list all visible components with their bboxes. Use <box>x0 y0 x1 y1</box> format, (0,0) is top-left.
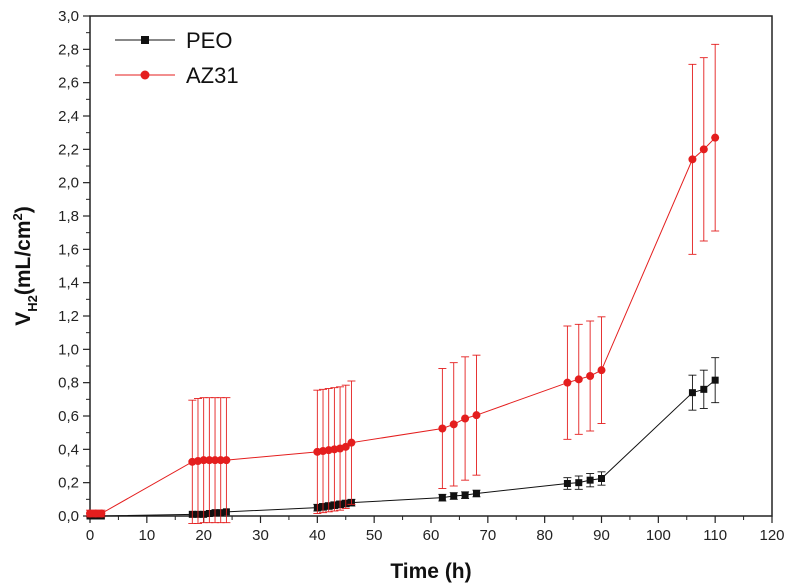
legend-label-peo: PEO <box>186 28 232 53</box>
data-point-peo <box>586 476 594 484</box>
x-tick-label: 30 <box>252 527 269 544</box>
y-tick-label: 1,8 <box>58 208 79 225</box>
data-point-az31 <box>347 438 356 447</box>
data-point-peo <box>700 385 708 393</box>
y-axis: 0,0 0,2 0,4 0,6 0,8 1,0 1,2 1,4 1,6 1,8 2,0 2,2 2,4 2… <box>58 8 90 525</box>
y-axis-title-unit: (mL/cm <box>12 220 35 295</box>
y-tick-label: 0,0 <box>58 508 79 525</box>
data-point-peo <box>450 492 458 500</box>
data-point-az31 <box>86 509 94 518</box>
legend-marker-peo <box>141 36 149 44</box>
series-az31 <box>86 43 720 524</box>
y-axis-title-sup: 2 <box>10 213 25 220</box>
data-point-az31 <box>586 372 595 380</box>
x-tick-label: 20 <box>195 527 212 544</box>
data-point-az31 <box>211 456 220 465</box>
x-tick-label: 50 <box>366 527 383 544</box>
series-line-az31 <box>90 137 716 514</box>
data-point-peo <box>598 475 605 482</box>
data-point-az31 <box>341 442 350 451</box>
data-point-peo <box>438 494 446 502</box>
y-axis-title-close: ) <box>12 206 35 213</box>
data-point-az31 <box>597 366 606 375</box>
data-point-az31 <box>216 456 225 465</box>
data-point-az31 <box>574 375 583 384</box>
data-point-az31 <box>91 509 100 518</box>
x-tick-label: 70 <box>479 527 496 544</box>
y-tick-label: 1,4 <box>58 275 79 292</box>
data-point-az31 <box>472 411 481 420</box>
data-point-az31 <box>222 456 231 465</box>
series-layer <box>86 43 720 524</box>
y-axis-title: VH2(mL/cm2) <box>10 206 40 326</box>
x-tick-label: 90 <box>593 527 610 544</box>
y-tick-label: 0,4 <box>58 441 79 458</box>
data-point-peo <box>688 389 696 397</box>
y-tick-label: 0,8 <box>58 375 79 392</box>
x-tick-label: 80 <box>536 527 553 544</box>
y-axis-title-main: V <box>12 312 35 326</box>
data-point-az31 <box>688 155 697 164</box>
legend-label-az31: AZ31 <box>186 63 239 88</box>
data-point-az31 <box>699 145 708 154</box>
y-axis-title-sub: H2 <box>25 295 40 312</box>
y-tick-label: 1,0 <box>58 341 79 358</box>
y-tick-label: 2,2 <box>58 141 79 158</box>
y-tick-label: 2,4 <box>58 108 79 125</box>
x-axis-title: Time (h) <box>390 560 471 583</box>
x-tick-label: 0 <box>86 527 94 544</box>
series-peo <box>86 357 720 520</box>
x-tick-label: 40 <box>309 527 326 544</box>
legend: PEO AZ31 <box>115 28 239 88</box>
y-tick-label: 0,6 <box>58 408 79 425</box>
data-point-peo <box>711 376 719 384</box>
x-tick-label: 110 <box>703 527 727 544</box>
y-tick-label: 2,0 <box>58 175 79 192</box>
y-tick-label: 2,8 <box>58 41 79 58</box>
data-point-az31 <box>438 424 447 433</box>
y-tick-label: 0,2 <box>58 475 79 492</box>
x-tick-label: 100 <box>646 527 671 544</box>
y-tick-label: 2,6 <box>58 75 79 92</box>
data-point-peo <box>575 479 583 487</box>
data-point-az31 <box>199 456 208 465</box>
data-point-peo <box>461 491 469 499</box>
data-point-peo <box>563 480 571 487</box>
y-tick-label: 3,0 <box>58 8 79 25</box>
legend-marker-az31 <box>140 70 150 80</box>
data-point-az31 <box>449 420 458 429</box>
x-tick-label: 120 <box>759 527 784 544</box>
y-tick-label: 1,2 <box>58 308 79 325</box>
data-point-az31 <box>711 133 720 142</box>
legend-item-peo: PEO <box>115 28 232 53</box>
y-tick-label: 1,6 <box>58 241 79 258</box>
legend-item-az31: AZ31 <box>115 63 239 88</box>
data-point-az31 <box>205 456 214 465</box>
data-point-peo <box>472 490 480 497</box>
series-line-peo <box>90 379 716 517</box>
data-point-az31 <box>563 378 572 387</box>
data-point-az31 <box>97 509 106 518</box>
x-tick-label: 10 <box>138 527 155 544</box>
x-axis: 0 10 20 30 40 50 60 70 80 90 100 110 120 <box>86 516 785 544</box>
x-tick-label: 60 <box>423 527 440 544</box>
data-point-az31 <box>461 414 470 423</box>
